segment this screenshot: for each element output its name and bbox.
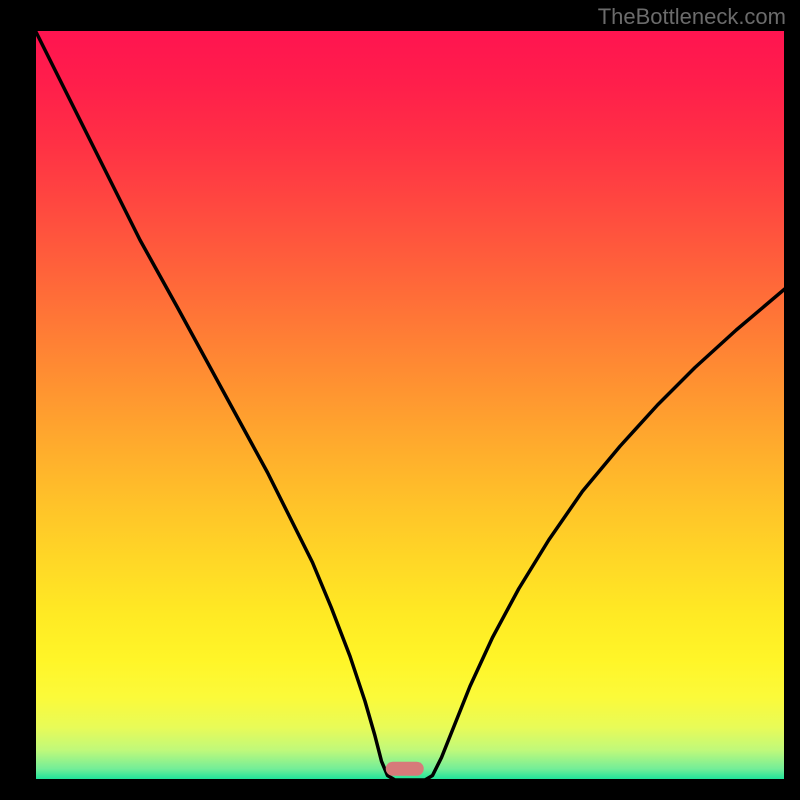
watermark-text: TheBottleneck.com xyxy=(598,4,786,30)
chart-svg xyxy=(0,0,800,800)
bottleneck-chart: TheBottleneck.com xyxy=(0,0,800,800)
plot-background xyxy=(35,30,785,780)
minimum-marker xyxy=(386,762,424,776)
